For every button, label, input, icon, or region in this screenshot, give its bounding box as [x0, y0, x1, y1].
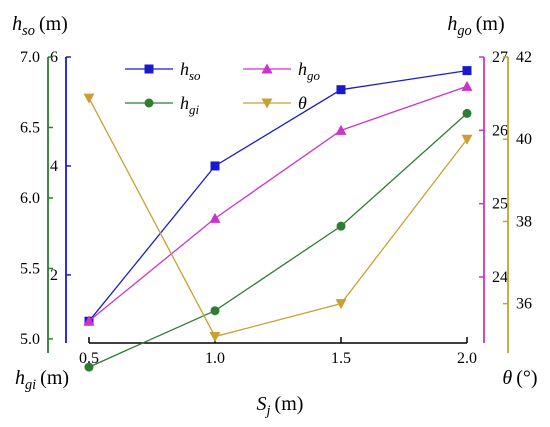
theta-tick-label: 36: [516, 296, 532, 313]
theta-tick-label: 38: [516, 213, 532, 230]
theta-point: [461, 134, 473, 145]
hgi-point: [462, 108, 472, 118]
x-tick-label: 0.5: [79, 350, 99, 367]
hso-point: [336, 85, 346, 95]
legend-label: θ: [298, 93, 307, 113]
theta-tick-label: 40: [516, 131, 532, 148]
hgi-tick-label: 6.5: [20, 119, 40, 136]
x-tick-label: 2.0: [457, 350, 477, 367]
hso-series-line: [88, 69, 468, 322]
theta-point: [83, 93, 95, 104]
hgi-point: [336, 221, 346, 231]
hgi-tick-label: 5.0: [20, 331, 40, 348]
x-tick-label: 1.0: [205, 350, 225, 367]
legend-label: hso: [180, 59, 201, 83]
x-axis-title: Sj (m): [257, 393, 304, 419]
hgo-point: [209, 212, 221, 223]
legend: hso hgo hgi θ: [125, 59, 320, 117]
legend-marker: [261, 98, 273, 109]
hgi-axis-title: hgi (m): [15, 367, 69, 393]
legend-marker: [144, 98, 154, 108]
theta-series-line: [88, 97, 468, 338]
hgo-tick-label: 27: [492, 49, 508, 66]
hgo-tick-label: 25: [492, 196, 508, 213]
theta-tick-label: 42: [516, 49, 532, 66]
series-layer: [83, 66, 473, 372]
hso-point: [210, 161, 220, 171]
hgo-axis-title: hgo (m): [447, 13, 504, 39]
hgo-point: [461, 80, 473, 91]
hgo-point: [335, 124, 347, 135]
hgi-point: [84, 362, 94, 372]
hgi-series-line: [88, 112, 468, 368]
hso-tick-label: 6: [50, 49, 58, 66]
hgo-tick-label: 24: [492, 269, 508, 286]
hgo-tick-label: 26: [492, 122, 508, 139]
hso-point: [462, 66, 472, 76]
hso-tick-label: 4: [50, 158, 58, 175]
legend-label: hgi: [180, 93, 199, 117]
x-tick-label: 1.5: [331, 350, 351, 367]
hgo-point: [83, 315, 95, 326]
legend-marker: [261, 63, 273, 74]
hgo-series-line: [88, 85, 468, 322]
hgi-tick-label: 5.5: [20, 260, 40, 277]
theta-point: [335, 299, 347, 310]
hgi-point: [210, 306, 220, 316]
hso-tick-label: 2: [50, 267, 58, 284]
theta-point: [209, 332, 221, 343]
theta-axis-title: θ (°): [502, 367, 537, 389]
hgi-tick-label: 7.0: [20, 49, 40, 66]
hgi-tick-label: 6.0: [20, 190, 40, 207]
legend-marker: [144, 64, 154, 74]
legend-label: hgo: [298, 59, 320, 83]
hso-axis-title: hso (m): [12, 13, 68, 39]
